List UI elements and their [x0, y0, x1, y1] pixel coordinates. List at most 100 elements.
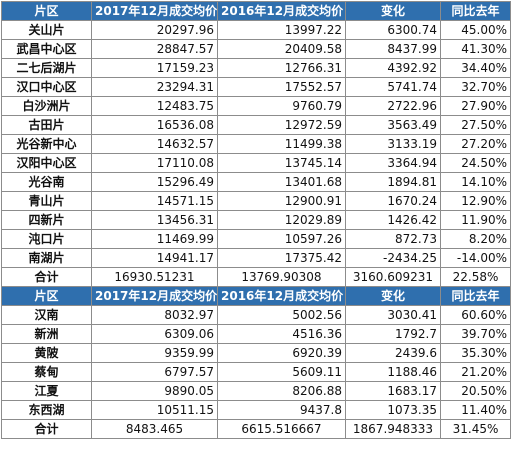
yoy-cell: 8.20%	[440, 229, 511, 249]
column-header: 2016年12月成交均价	[217, 286, 346, 306]
table-row: 南湖片 14941.17 17375.42 -2434.25 -14.00%	[1, 248, 511, 268]
price-2016-cell: 17375.42	[217, 248, 346, 268]
yoy-cell: 39.70%	[440, 324, 511, 344]
price-2017-cell: 6797.57	[91, 362, 218, 382]
price-2017-cell: 8032.97	[91, 305, 218, 325]
price-2017-cell: 16930.51231	[91, 267, 218, 287]
change-cell: 1792.7	[345, 324, 441, 344]
table-row: 光谷新中心 14632.57 11499.38 3133.19 27.20%	[1, 134, 511, 154]
column-header: 同比去年	[440, 286, 511, 306]
change-cell: 3133.19	[345, 134, 441, 154]
table1-header-row: 片区 2017年12月成交均价 2016年12月成交均价 变化 同比去年	[1, 1, 511, 21]
total-row: 合计 8483.465 6615.516667 1867.948333 31.45%	[1, 419, 511, 439]
column-header: 变化	[345, 286, 441, 306]
district-cell: 合计	[1, 419, 92, 439]
change-cell: 8437.99	[345, 39, 441, 59]
table-row: 新洲 6309.06 4516.36 1792.7 39.70%	[1, 324, 511, 344]
table-row: 沌口片 11469.99 10597.26 872.73 8.20%	[1, 229, 511, 249]
price-2017-cell: 14571.15	[91, 191, 218, 211]
price-2017-cell: 14632.57	[91, 134, 218, 154]
district-cell: 南湖片	[1, 248, 92, 268]
change-cell: 2722.96	[345, 96, 441, 116]
price-2017-cell: 13456.31	[91, 210, 218, 230]
change-cell: 3364.94	[345, 153, 441, 173]
price-2017-cell: 15296.49	[91, 172, 218, 192]
price-2016-cell: 9437.8	[217, 400, 346, 420]
yoy-cell: 27.20%	[440, 134, 511, 154]
table-row: 汉南 8032.97 5002.56 3030.41 60.60%	[1, 305, 511, 325]
district-cell: 蔡甸	[1, 362, 92, 382]
district-cell: 青山片	[1, 191, 92, 211]
yoy-cell: 11.40%	[440, 400, 511, 420]
change-cell: 3030.41	[345, 305, 441, 325]
district-cell: 四新片	[1, 210, 92, 230]
change-cell: 3563.49	[345, 115, 441, 135]
yoy-cell: 27.90%	[440, 96, 511, 116]
table-row: 汉口中心区 23294.31 17552.57 5741.74 32.70%	[1, 77, 511, 97]
price-2016-cell: 13997.22	[217, 20, 346, 40]
district-cell: 光谷南	[1, 172, 92, 192]
table-row: 汉阳中心区 17110.08 13745.14 3364.94 24.50%	[1, 153, 511, 173]
column-header: 2017年12月成交均价	[91, 286, 218, 306]
yoy-cell: 22.58%	[440, 267, 511, 287]
district-cell: 武昌中心区	[1, 39, 92, 59]
price-2016-cell: 12972.59	[217, 115, 346, 135]
price-2017-cell: 23294.31	[91, 77, 218, 97]
price-2017-cell: 20297.96	[91, 20, 218, 40]
price-2017-cell: 28847.57	[91, 39, 218, 59]
column-header: 2017年12月成交均价	[91, 1, 218, 21]
column-header: 变化	[345, 1, 441, 21]
price-2016-cell: 13745.14	[217, 153, 346, 173]
price-2016-cell: 6920.39	[217, 343, 346, 363]
price-2016-cell: 12029.89	[217, 210, 346, 230]
price-2017-cell: 8483.465	[91, 419, 218, 439]
price-2016-cell: 10597.26	[217, 229, 346, 249]
price-2016-cell: 12900.91	[217, 191, 346, 211]
change-cell: 6300.74	[345, 20, 441, 40]
district-cell: 黄陂	[1, 343, 92, 363]
price-2016-cell: 12766.31	[217, 58, 346, 78]
change-cell: 1073.35	[345, 400, 441, 420]
yoy-cell: 32.70%	[440, 77, 511, 97]
column-header: 片区	[1, 1, 92, 21]
column-header: 同比去年	[440, 1, 511, 21]
price-2016-cell: 8206.88	[217, 381, 346, 401]
yoy-cell: 14.10%	[440, 172, 511, 192]
yoy-cell: 31.45%	[440, 419, 511, 439]
price-2017-cell: 11469.99	[91, 229, 218, 249]
district-cell: 东西湖	[1, 400, 92, 420]
change-cell: -2434.25	[345, 248, 441, 268]
table-row: 江夏 9890.05 8206.88 1683.17 20.50%	[1, 381, 511, 401]
price-2017-cell: 6309.06	[91, 324, 218, 344]
table-row: 青山片 14571.15 12900.91 1670.24 12.90%	[1, 191, 511, 211]
price-2016-cell: 5609.11	[217, 362, 346, 382]
price-2017-cell: 14941.17	[91, 248, 218, 268]
yoy-cell: 35.30%	[440, 343, 511, 363]
table-row: 二七后湖片 17159.23 12766.31 4392.92 34.40%	[1, 58, 511, 78]
district-cell: 白沙洲片	[1, 96, 92, 116]
table-row: 白沙洲片 12483.75 9760.79 2722.96 27.90%	[1, 96, 511, 116]
table2-header-row: 片区 2017年12月成交均价 2016年12月成交均价 变化 同比去年	[1, 286, 511, 306]
change-cell: 1188.46	[345, 362, 441, 382]
price-2017-cell: 17110.08	[91, 153, 218, 173]
district-cell: 汉阳中心区	[1, 153, 92, 173]
price-2017-cell: 9890.05	[91, 381, 218, 401]
yoy-cell: 12.90%	[440, 191, 511, 211]
yoy-cell: 11.90%	[440, 210, 511, 230]
price-comparison-table: 片区 2017年12月成交均价 2016年12月成交均价 变化 同比去年 关山片 20297…	[1, 1, 511, 439]
district-cell: 汉南	[1, 305, 92, 325]
district-cell: 古田片	[1, 115, 92, 135]
price-2017-cell: 17159.23	[91, 58, 218, 78]
price-2017-cell: 9359.99	[91, 343, 218, 363]
table-row: 蔡甸 6797.57 5609.11 1188.46 21.20%	[1, 362, 511, 382]
price-2016-cell: 13401.68	[217, 172, 346, 192]
price-2017-cell: 10511.15	[91, 400, 218, 420]
change-cell: 2439.6	[345, 343, 441, 363]
total-row: 合计 16930.51231 13769.90308 3160.609231 22.58…	[1, 267, 511, 287]
district-cell: 二七后湖片	[1, 58, 92, 78]
price-2016-cell: 5002.56	[217, 305, 346, 325]
yoy-cell: 45.00%	[440, 20, 511, 40]
change-cell: 1683.17	[345, 381, 441, 401]
change-cell: 872.73	[345, 229, 441, 249]
